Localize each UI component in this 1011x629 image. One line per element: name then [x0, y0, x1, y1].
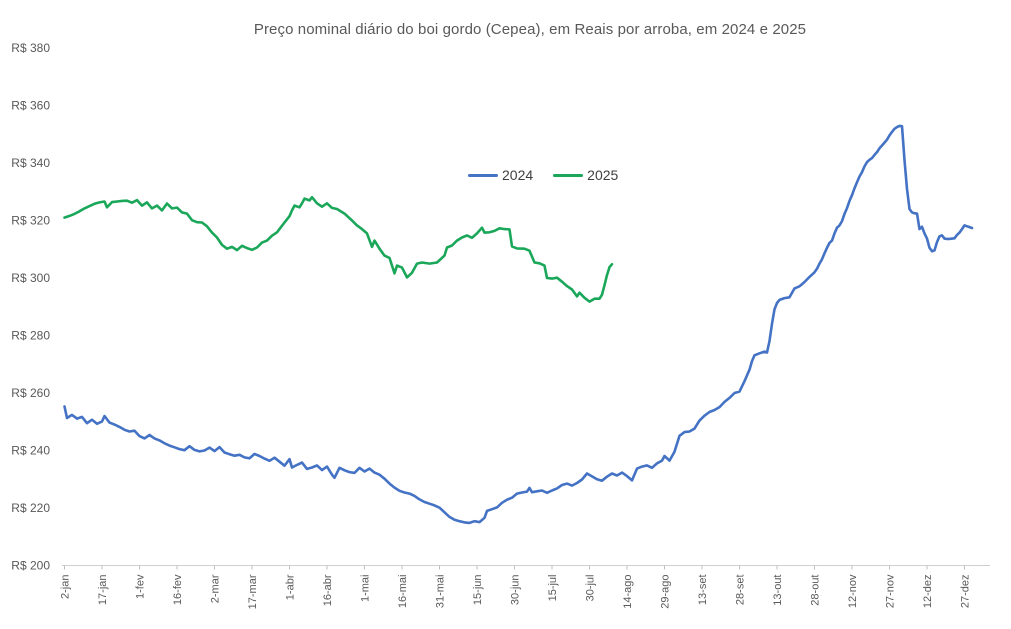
x-tick-label: 12-nov	[847, 574, 859, 608]
y-tick-label: R$ 360	[11, 99, 50, 113]
y-tick-label: R$ 200	[11, 559, 50, 573]
legend-swatch-2025	[553, 173, 584, 177]
series-line-2025	[63, 195, 614, 303]
y-tick-label: R$ 320	[11, 214, 50, 228]
legend-item-2024[interactable]: 2024	[468, 167, 533, 183]
legend: 2024 2025	[468, 167, 618, 183]
y-tick-label: R$ 220	[11, 501, 50, 515]
x-tick-label: 30-jun	[510, 575, 522, 606]
x-tick-label: 16-fev	[172, 574, 184, 605]
legend-swatch-2024	[468, 173, 498, 177]
x-tick-label: 27-dez	[960, 575, 972, 609]
legend-item-2025[interactable]: 2025	[553, 167, 618, 183]
x-tick-label: 27-nov	[885, 574, 897, 608]
x-tick-label: 30-jul	[585, 575, 597, 602]
x-tick-label: 17-jan	[97, 575, 109, 606]
x-tick-label: 16-mai	[397, 575, 409, 609]
legend-label: 2025	[587, 167, 619, 183]
x-tick-label: 28-out	[810, 575, 822, 606]
x-tick-label: 2-jan	[60, 575, 72, 599]
x-tick-label: 17-mar	[247, 574, 259, 609]
y-tick-label: R$ 300	[11, 271, 50, 285]
x-tick-label: 1-abr	[285, 574, 297, 600]
x-tick-label: 14-ago	[622, 575, 634, 609]
x-tick-label: 28-set	[735, 575, 747, 606]
x-tick-label: 15-jul	[547, 575, 559, 602]
y-tick-label: R$ 380	[11, 41, 50, 55]
x-tick-label: 2-mar	[210, 574, 222, 603]
x-tick-label: 12-dez	[922, 575, 934, 609]
legend-label: 2024	[502, 167, 534, 183]
chart-title: Preço nominal diário do boi gordo (Cepea…	[253, 21, 807, 38]
y-tick-label: R$ 340	[11, 156, 50, 170]
x-tick-label: 15-jun	[472, 575, 484, 606]
y-tick-label: R$ 260	[11, 386, 50, 400]
y-tick-label: R$ 280	[11, 329, 50, 343]
x-tick-label: 13-set	[697, 575, 709, 606]
y-tick-label: R$ 240	[11, 444, 50, 458]
x-tick-label: 31-mai	[435, 575, 447, 609]
x-tick-label: 1-mai	[360, 575, 372, 603]
series-line-2024	[63, 124, 974, 525]
x-tick-label: 1-fev	[135, 574, 147, 599]
x-tick-label: 29-ago	[660, 575, 672, 609]
x-tick-label: 16-abr	[322, 574, 334, 606]
x-tick-label: 13-out	[772, 575, 784, 606]
